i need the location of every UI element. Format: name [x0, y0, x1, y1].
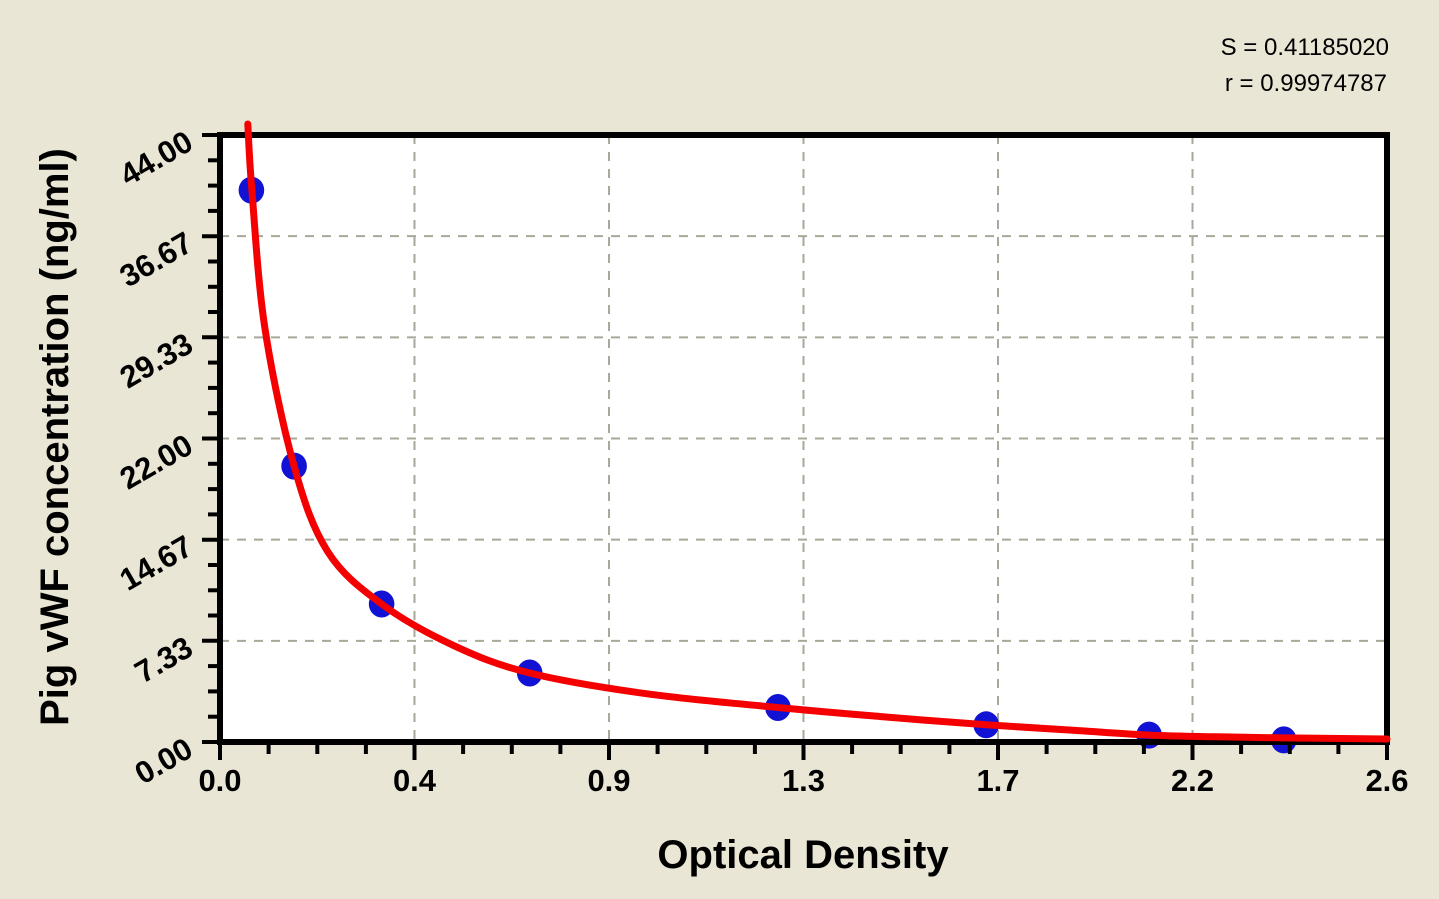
x-tick-label: 1.7 — [976, 763, 1019, 798]
x-tick-label: 0.0 — [198, 763, 241, 798]
fit-curve-layer — [244, 120, 1391, 743]
x-tick-label: 1.3 — [782, 763, 825, 798]
y-axis-title: Pig vWF concentration (ng/ml) — [33, 148, 77, 726]
y-tick-label: 29.33 — [114, 326, 199, 395]
y-tick-label: 22.00 — [114, 427, 199, 496]
y-tick-label: 36.67 — [114, 225, 199, 294]
plot-underlay — [220, 135, 1387, 742]
x-tick-label: 2.2 — [1171, 763, 1214, 798]
plot-frame — [217, 132, 1390, 745]
x-axis-title: Optical Density — [657, 833, 949, 877]
y-tick-label: 7.33 — [129, 630, 199, 690]
fit-curve — [244, 120, 1391, 743]
y-tick-label: 0.00 — [129, 731, 199, 791]
x-tick-label: 2.6 — [1365, 763, 1408, 798]
y-tick-label: 44.00 — [114, 124, 199, 193]
x-tick-label: 0.4 — [393, 763, 437, 798]
y-tick-label: 14.67 — [114, 528, 199, 597]
stat-s-value: S = 0.41185020 — [1221, 34, 1389, 61]
x-tick-label: 0.9 — [587, 763, 630, 798]
stat-r-value: r = 0.99974787 — [1225, 70, 1387, 97]
